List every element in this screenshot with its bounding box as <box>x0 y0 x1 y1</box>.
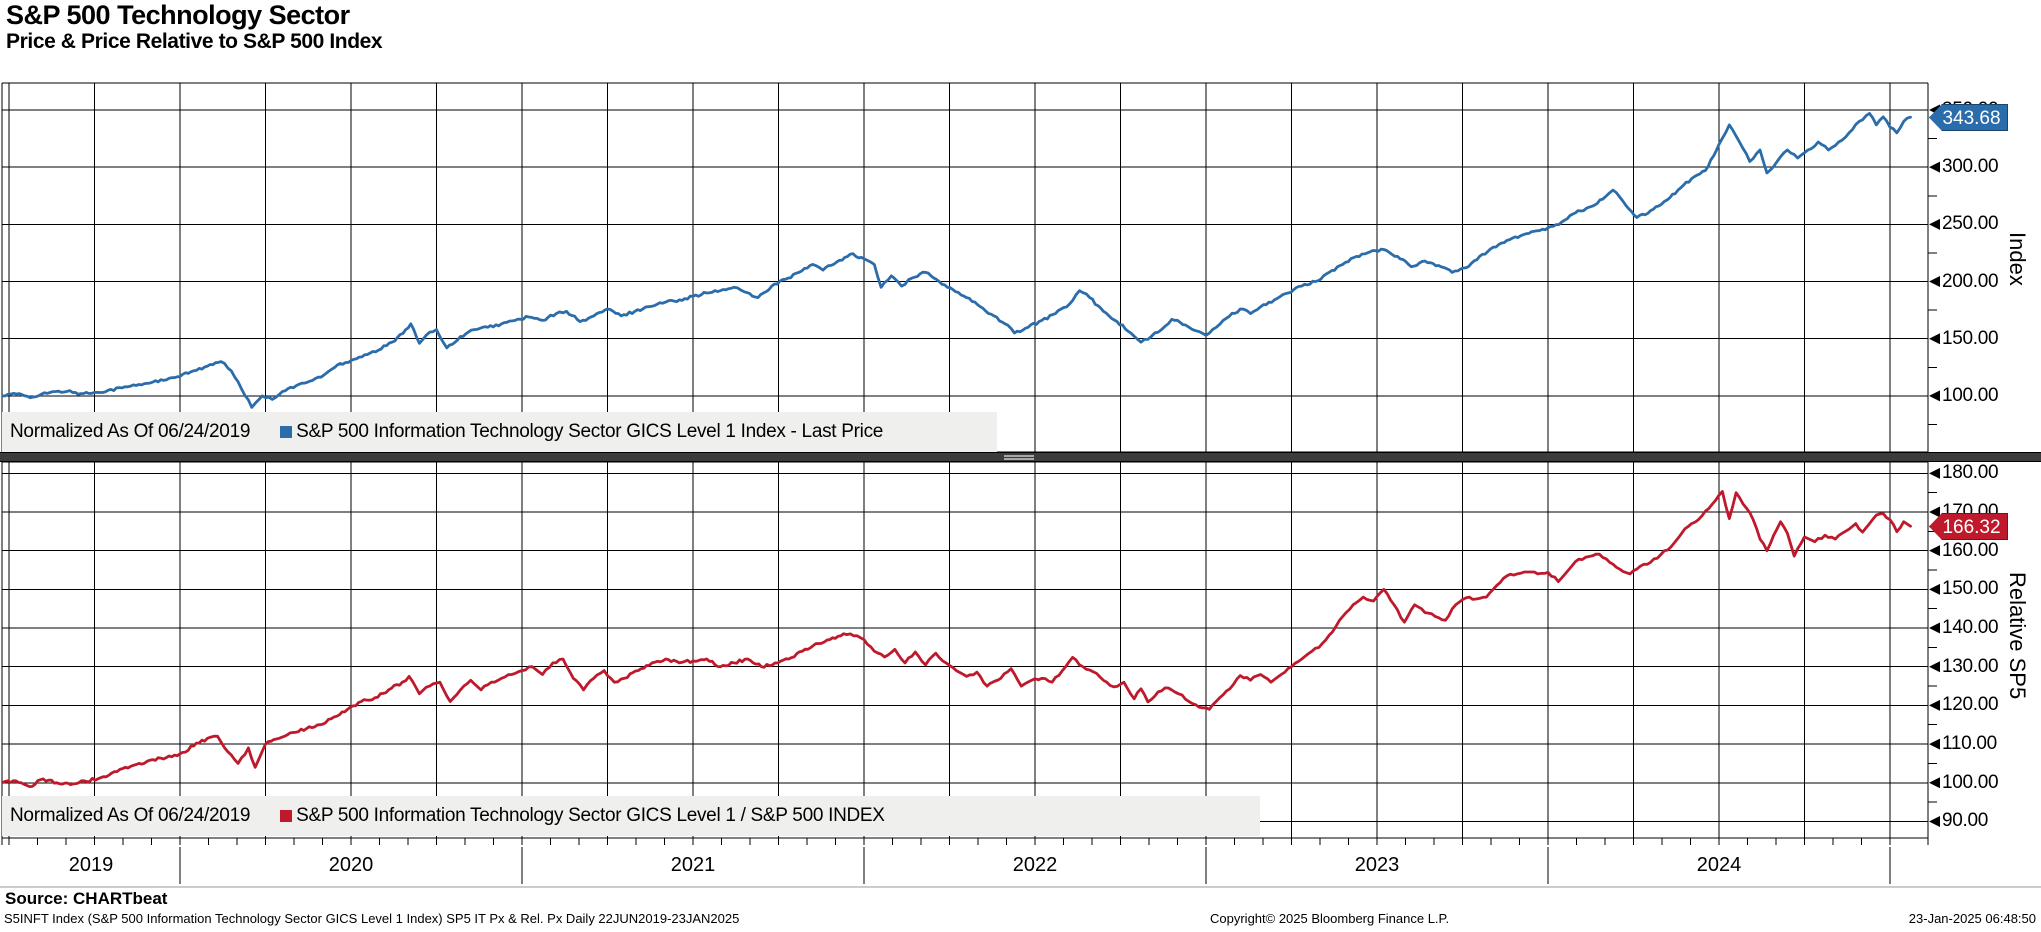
y-tick-label: 160.00 <box>1942 539 1999 561</box>
legend-item-relative-series[interactable]: S&P 500 Information Technology Sector GI… <box>296 805 885 826</box>
security-meta-label: S5INFT Index (S&P 500 Information Techno… <box>4 911 740 926</box>
y-axis-title-index: Index <box>2005 232 2030 286</box>
y-tick-label: 100.00 <box>1942 384 1999 406</box>
x-axis-year-label: 2024 <box>1696 854 1742 876</box>
y-tick-label: 140.00 <box>1942 617 1999 639</box>
normalized-label-top: Normalized As Of 06/24/2019 <box>10 421 251 442</box>
y-tick-label: 110.00 <box>1942 733 1997 755</box>
panel-divider <box>0 452 2041 462</box>
source-label: Source: CHARTbeat <box>5 889 168 908</box>
relative-series-swatch-icon <box>280 810 293 822</box>
y-tick-label: 180.00 <box>1942 462 1999 484</box>
normalized-label-bottom: Normalized As Of 06/24/2019 <box>10 805 251 826</box>
x-axis-year-label: 2019 <box>68 854 114 876</box>
x-axis-year-label: 2022 <box>1012 854 1058 876</box>
x-axis-year-label: 2020 <box>328 854 374 876</box>
legend-relative: Normalized As Of 06/24/2019 S&P 500 Info… <box>2 796 1260 836</box>
y-axis-title-relative: Relative SP5 <box>2005 572 2030 700</box>
y-tick-label: 90.00 <box>1942 810 1989 832</box>
y-tick-label: 120.00 <box>1942 694 1999 716</box>
panel-divider-handle[interactable] <box>1004 455 1034 460</box>
y-tick-label: 150.00 <box>1942 327 1999 349</box>
y-tick-label: 250.00 <box>1942 213 1999 235</box>
copyright-label: Copyright© 2025 Bloomberg Finance L.P. <box>1210 911 1450 926</box>
y-tick-label: 130.00 <box>1942 655 1999 677</box>
timestamp-label: 23-Jan-2025 06:48:50 <box>1908 911 2036 926</box>
last-price-badge-index: 343.68 <box>1929 104 2008 131</box>
y-tick-label: 200.00 <box>1942 270 1999 292</box>
x-axis-year-label: 2021 <box>670 854 716 876</box>
chart-titles: S&P 500 Technology Sector Price & Price … <box>6 0 383 54</box>
legend-item-index-series[interactable]: S&P 500 Information Technology Sector GI… <box>296 421 884 442</box>
last-price-badge-relative: 166.32 <box>1929 513 2008 540</box>
y-tick-label: 100.00 <box>1942 771 1999 793</box>
index-series-swatch-icon <box>280 426 293 438</box>
page-title: S&P 500 Technology Sector <box>6 0 350 30</box>
page-subtitle: Price & Price Relative to S&P 500 Index <box>6 30 383 53</box>
x-axis-year-label: 2023 <box>1354 854 1400 876</box>
y-tick-label: 150.00 <box>1942 578 1999 600</box>
legend-index: Normalized As Of 06/24/2019 S&P 500 Info… <box>2 412 997 452</box>
y-tick-label: 300.00 <box>1942 156 1999 178</box>
